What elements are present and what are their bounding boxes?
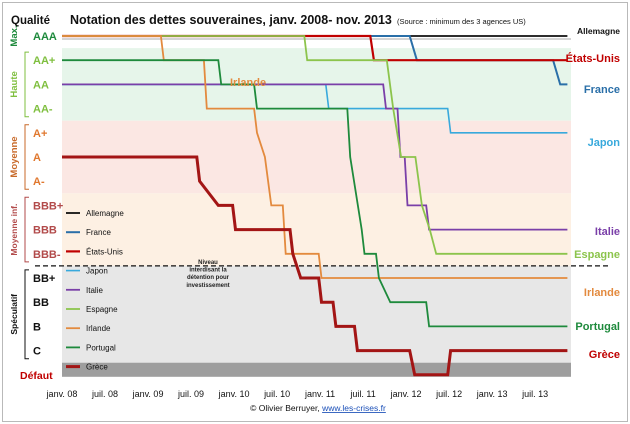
band-bracket-moyenne-inf <box>24 196 29 263</box>
series-line-grece <box>62 155 568 377</box>
y-tick-a: A- <box>33 176 45 188</box>
end-label-france: France <box>584 84 620 96</box>
end-label-espagne: Espagne <box>574 249 620 261</box>
band-bracket-haute <box>24 51 29 118</box>
legend-label-etats-unis: États-Unis <box>86 247 123 256</box>
x-tick-juil-11: juil. 11 <box>349 389 375 399</box>
band-bracket-speculatif <box>24 269 29 360</box>
band-defaut <box>62 362 571 377</box>
end-label-japon: Japon <box>588 137 621 149</box>
band-bracket-moyenne <box>24 124 29 190</box>
y-tick-aa: AA <box>33 79 49 91</box>
x-tick-janv-10: janv. 10 <box>218 389 250 399</box>
credit-link[interactable]: www.les-crises.fr <box>321 403 386 413</box>
threshold-label: Niveau interdisant la détention pour invest… <box>186 260 229 289</box>
x-tick-juil-08: juil. 08 <box>91 389 118 399</box>
y-tick-bb: BB+ <box>33 273 55 285</box>
y-tick-b: B <box>33 321 41 333</box>
chart-subtitle: (Source : minimum des 3 agences US) <box>397 17 526 26</box>
legend-label-allemagne: Allemagne <box>86 209 124 218</box>
y-tick-bbb: BBB+ <box>33 200 63 212</box>
y-tick-aa: AA+ <box>33 55 55 67</box>
series-line-espagne <box>62 35 568 255</box>
band-label-moyenne-inf: Moyenne inf. <box>9 204 19 256</box>
in-chart-label-irlande: Irlande <box>230 77 266 89</box>
band-label-moyenne: Moyenne <box>9 136 20 177</box>
x-tick-juil-13: juil. 13 <box>521 389 548 399</box>
legend-label-portugal: Portugal <box>86 343 116 352</box>
end-label-grece: Grèce <box>589 349 620 361</box>
y-tick-bb: BB <box>33 297 49 309</box>
x-tick-juil-12: juil. 12 <box>435 389 462 399</box>
credit-author: © Olivier Berruyer, <box>250 403 322 413</box>
end-label-portugal: Portugal <box>575 321 620 333</box>
x-tick-juil-10: juil. 10 <box>263 389 290 399</box>
legend-label-grece: Grèce <box>86 363 108 372</box>
legend-label-irlande: Irlande <box>86 324 111 333</box>
end-label-irlande: Irlande <box>584 287 620 299</box>
end-label-italie: Italie <box>595 226 620 238</box>
y-tick-a: A <box>33 152 41 164</box>
quality-label: Qualité <box>11 15 50 27</box>
x-tick-janv-13: janv. 13 <box>476 389 508 399</box>
y-tick-aa: AA- <box>33 104 53 116</box>
legend-label-france: France <box>86 228 111 237</box>
y-tick-defaut: Défaut <box>20 370 53 382</box>
y-tick-c: C <box>33 346 41 358</box>
band-label-haute: Haute <box>9 71 20 97</box>
x-tick-janv-11: janv. 11 <box>304 389 335 399</box>
x-tick-janv-08: janv. 08 <box>46 389 78 399</box>
credit-line: © Olivier Berruyer, www.les-crises.fr <box>250 403 386 413</box>
end-label-etats-unis: États-Unis <box>566 52 620 65</box>
series-line-portugal <box>62 59 568 328</box>
y-tick-a: A+ <box>33 128 47 140</box>
end-label-allemagne: Allemagne <box>577 26 620 36</box>
chart-title: Notation des dettes souveraines, janv. 2… <box>70 13 392 27</box>
legend-label-italie: Italie <box>86 286 103 295</box>
legend-label-espagne: Espagne <box>86 305 118 314</box>
y-tick-bbb: BBB <box>33 225 57 237</box>
band-speculatif <box>62 265 571 363</box>
legend-label-japon: Japon <box>86 267 108 276</box>
x-tick-janv-12: janv. 12 <box>390 389 422 399</box>
band-label-speculatif: Spéculatif <box>9 294 19 335</box>
x-tick-janv-09: janv. 09 <box>132 389 164 399</box>
x-tick-juil-09: juil. 09 <box>177 389 204 399</box>
y-tick-aaa: AAA <box>33 31 57 43</box>
y-tick-bbb: BBB- <box>33 249 61 261</box>
band-label-max: Max. <box>9 25 20 46</box>
